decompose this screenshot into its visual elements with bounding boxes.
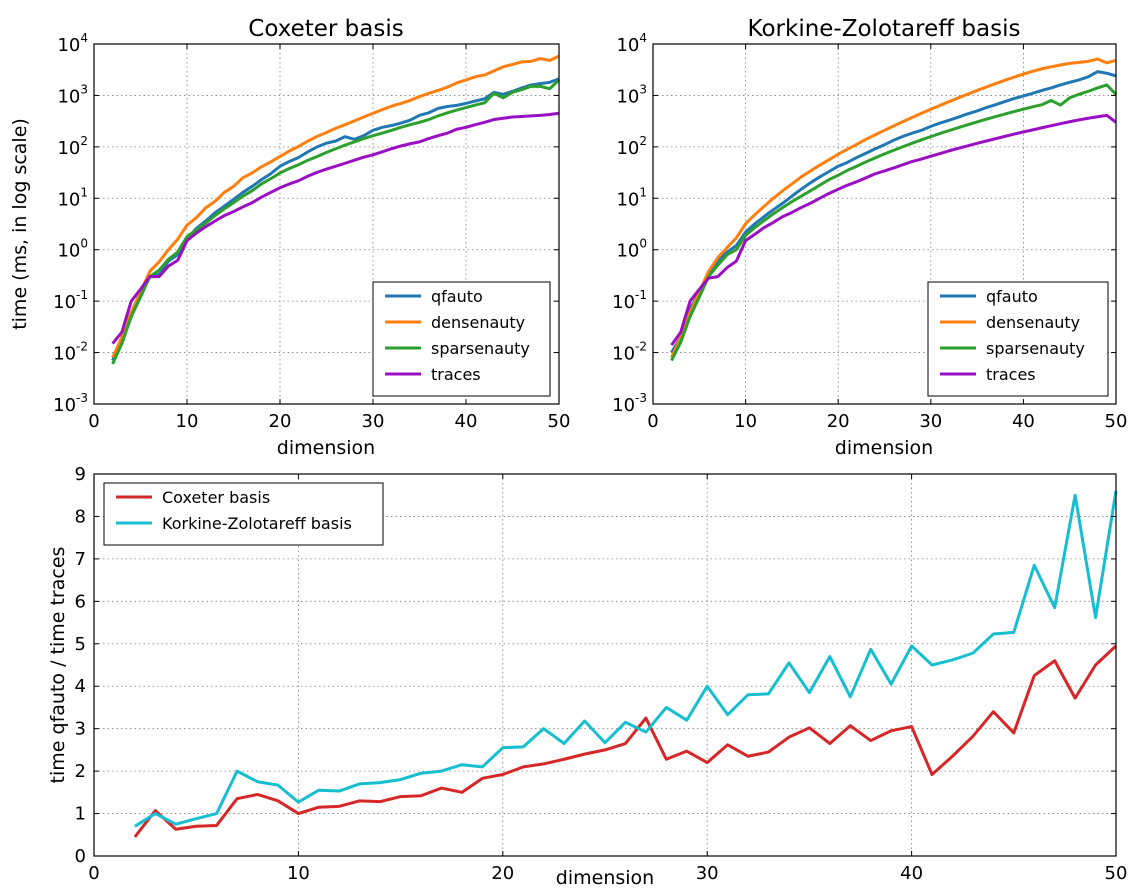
y-tick-label: 102 — [616, 134, 647, 159]
series-line-traces — [670, 113, 1117, 346]
legend-entry-label: qfauto — [431, 287, 483, 306]
ticks: 0 10 20 30 40 50 0 1 2 3 4 5 6 7 8 9 — [75, 464, 1128, 884]
y-tick-label: 100 — [616, 237, 647, 262]
y-tick-label: 5 — [75, 634, 86, 655]
legend-entry-label: traces — [431, 365, 481, 384]
legend-box — [372, 281, 551, 397]
series-group — [133, 490, 1118, 838]
x-tick-label: 0 — [88, 411, 99, 432]
legend-entry-label: Coxeter basis — [162, 488, 270, 507]
x-tick-label: 10 — [287, 863, 310, 884]
y-tick-label: 9 — [75, 464, 86, 485]
x-tick-label: 50 — [1105, 863, 1128, 884]
ticks: 0 10 20 30 40 50 10-3 10-2 10-1 100 101 102 103 104 — [612, 31, 1127, 432]
panel-title: Coxeter basis — [248, 16, 403, 42]
y-tick-label: 6 — [75, 591, 86, 612]
y-tick-label: 2 — [75, 761, 86, 782]
series-line-korkine-zolotareff-basis — [134, 490, 1118, 828]
y-tick-label: 10-3 — [612, 391, 647, 416]
y-tick-label: 8 — [75, 506, 86, 527]
y-tick-label: 104 — [57, 31, 88, 56]
x-tick-label: 40 — [900, 863, 923, 884]
x-tick-label: 30 — [696, 863, 719, 884]
y-tick-label: 101 — [57, 185, 88, 210]
series-line-densenauty — [111, 54, 560, 359]
legend-entry-label: qfauto — [986, 287, 1038, 306]
y-tick-label: 10-2 — [53, 340, 88, 365]
plot-frame — [93, 473, 1117, 857]
x-axis-label: dimension — [835, 437, 933, 459]
series-line-qfauto — [670, 70, 1117, 354]
x-tick-label: 20 — [827, 411, 850, 432]
series-group — [111, 54, 561, 365]
x-tick-label: 50 — [1105, 411, 1128, 432]
ratio-panel: 0 10 20 30 40 50 0 1 2 3 4 5 6 7 8 9 dimension time qfa… — [47, 464, 1128, 889]
y-tick-label: 10-1 — [612, 288, 647, 313]
y-tick-label: 103 — [616, 82, 647, 107]
x-tick-label: 10 — [734, 411, 757, 432]
y-tick-label: 10-2 — [612, 340, 647, 365]
y-tick-label: 10-1 — [53, 288, 88, 313]
x-tick-label: 40 — [1012, 411, 1035, 432]
x-tick-label: 40 — [455, 411, 478, 432]
legend: qfauto densenauty sparsenauty traces — [927, 281, 1109, 397]
coxeter-timing-panel: 0 10 20 30 40 50 10-3 10-2 10-1 100 101 102 103 104 C… — [9, 16, 570, 459]
series-group — [670, 57, 1118, 362]
legend: qfauto densenauty sparsenauty traces — [372, 281, 551, 397]
x-tick-label: 50 — [548, 411, 571, 432]
series-line-traces — [111, 111, 560, 345]
legend-entry-label: traces — [986, 365, 1036, 384]
legend-entry-label: Korkine-Zolotareff basis — [162, 514, 352, 533]
legend-entry-label: sparsenauty — [986, 339, 1085, 358]
legend: Coxeter basis Korkine-Zolotareff basis — [103, 482, 384, 546]
x-tick-label: 0 — [88, 863, 99, 884]
legend-box — [103, 482, 384, 546]
y-tick-label: 4 — [75, 676, 86, 697]
y-tick-label: 102 — [57, 134, 88, 159]
x-tick-label: 10 — [176, 411, 199, 432]
series-line-densenauty — [670, 57, 1117, 359]
y-tick-label: 104 — [616, 31, 647, 56]
y-tick-label: 100 — [57, 237, 88, 262]
panel-title: Korkine-Zolotareff basis — [748, 16, 1021, 42]
y-tick-label: 1 — [75, 804, 86, 825]
legend-entry-label: densenauty — [986, 313, 1080, 332]
plot-frame — [93, 43, 560, 405]
series-line-coxeter-basis — [133, 644, 1118, 838]
x-tick-label: 30 — [919, 411, 942, 432]
y-axis-label: time (ms, in log scale) — [9, 118, 31, 330]
y-tick-label: 3 — [75, 719, 86, 740]
x-tick-label: 30 — [362, 411, 385, 432]
plot-frame — [652, 43, 1117, 405]
y-tick-label: 10-3 — [53, 391, 88, 416]
legend-entry-label: densenauty — [431, 313, 525, 332]
y-tick-label: 0 — [75, 846, 86, 867]
series-line-sparsenauty — [111, 78, 561, 365]
x-axis-label: dimension — [556, 867, 654, 887]
y-tick-label: 101 — [616, 185, 647, 210]
x-tick-label: 20 — [269, 411, 292, 432]
y-axis-label: time qfauto / time traces — [47, 547, 69, 784]
series-line-sparsenauty — [670, 83, 1118, 362]
y-tick-label: 103 — [57, 82, 88, 107]
kz-timing-panel: 0 10 20 30 40 50 10-3 10-2 10-1 100 101 102 103 104 K… — [612, 16, 1127, 459]
legend-box — [927, 281, 1109, 397]
x-tick-label: 20 — [491, 863, 514, 884]
x-axis-label: dimension — [277, 437, 375, 459]
ticks: 0 10 20 30 40 50 10-3 10-2 10-1 100 101 102 103 104 — [53, 31, 570, 432]
y-tick-label: 7 — [75, 549, 86, 570]
x-tick-label: 0 — [647, 411, 658, 432]
legend-entry-label: sparsenauty — [431, 339, 530, 358]
